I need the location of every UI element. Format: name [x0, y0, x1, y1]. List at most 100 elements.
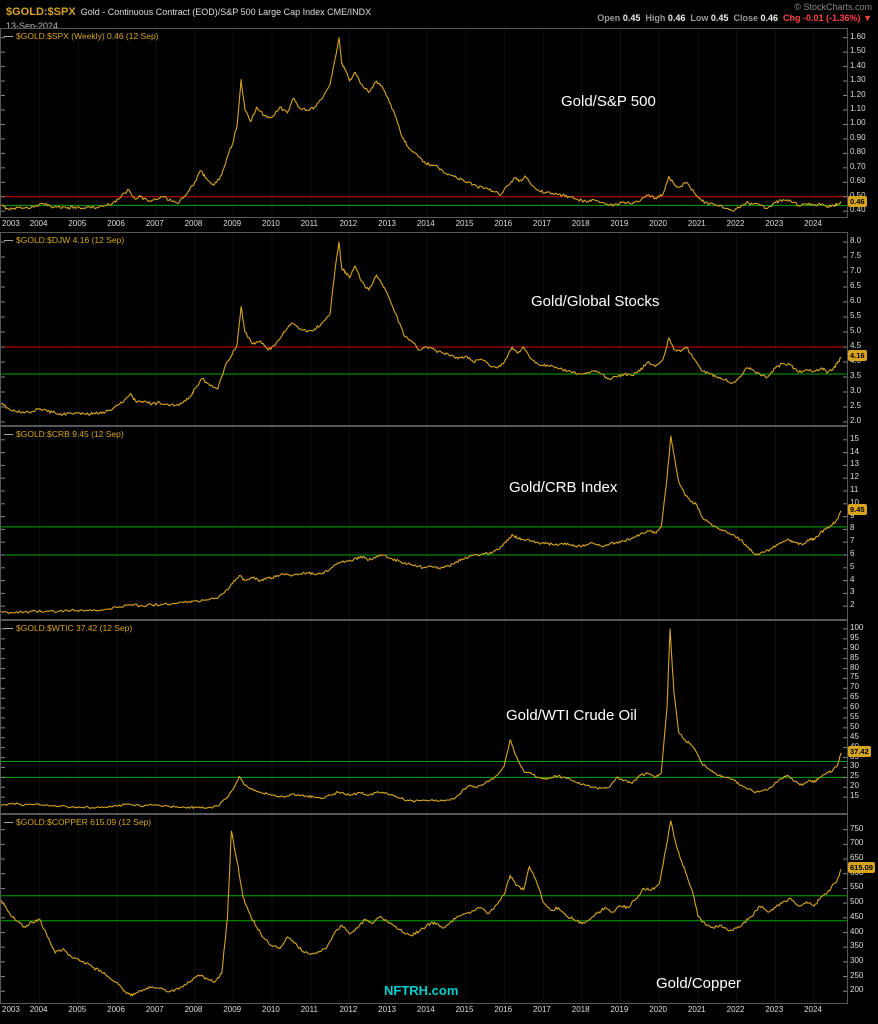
ratio-line-series: [1, 37, 842, 212]
x-tick-label: 2017: [533, 219, 551, 228]
legend-label: $GOLD:$CRB 9.45 (12 Sep): [16, 429, 124, 439]
high-value: 0.46: [667, 13, 686, 23]
panel-gold-copper: $GOLD:$COPPER 615.09 (12 Sep) Gold/Coppe…: [0, 814, 878, 1018]
chart-plot-gold-crb: $GOLD:$CRB 9.45 (12 Sep) Gold/CRB Index: [0, 426, 848, 620]
y-tick-label: 750: [850, 823, 864, 833]
y-tick-label: 450: [850, 911, 864, 921]
plot-wrap: $GOLD:$WTIC 37.42 (12 Sep) Gold/WTI Crud…: [0, 620, 878, 814]
chart-canvas: [1, 621, 847, 813]
y-tick-label: 400: [850, 926, 864, 936]
y-tick-label: 4.5: [850, 341, 862, 350]
y-tick-label: 30: [850, 761, 859, 771]
y-tick-label: 1.10: [850, 103, 866, 113]
chart-annotation: Gold/Copper: [656, 975, 742, 992]
y-tick-label: 2: [850, 600, 855, 610]
y-tick-label: 1.50: [850, 46, 866, 56]
chart-canvas: [1, 233, 847, 425]
y-tick-label: 13: [850, 459, 859, 469]
x-tick-label: 2012: [339, 1005, 358, 1014]
quote-line: Open 0.45 High 0.46 Low 0.45 Close 0.46 Chg …: [597, 13, 872, 23]
y-tick-label: 4: [850, 574, 855, 584]
chart-date: 13-Sep-2024: [6, 21, 59, 31]
y-tick-label: 10: [850, 497, 859, 507]
stockcharts-credit: © StockCharts.com: [794, 2, 872, 12]
y-tick-label: 3.5: [850, 371, 862, 380]
chart-annotation: Gold/Global Stocks: [531, 293, 660, 310]
ratio-line-series: [1, 628, 842, 809]
y-tick-label: 15: [850, 433, 859, 443]
symbol-description: Gold - Continuous Contract (EOD)/S&P 500…: [80, 7, 372, 17]
x-axis-labels: 2003 2004 2005 2006 2007 2008 2009 2010 2011 2012…: [0, 218, 848, 232]
chart-annotation: Gold/S&P 500: [561, 93, 656, 110]
x-tick-label: 2004: [29, 1005, 48, 1014]
y-tick-label: 15: [850, 791, 859, 801]
y-tick-label: 1.30: [850, 75, 866, 85]
y-tick-label: 700: [850, 838, 864, 848]
x-tick-label: 2015: [455, 219, 474, 228]
panel-gold-crb: $GOLD:$CRB 9.45 (12 Sep) Gold/CRB Index …: [0, 426, 878, 620]
symbol-ticker: $GOLD:$SPX: [6, 6, 76, 18]
y-tick-label: 7.0: [850, 266, 862, 275]
y-tick-label: 2.5: [850, 401, 862, 410]
x-tick-label: 2011: [300, 1005, 318, 1014]
chart-plot-gold-spx: $GOLD:$SPX (Weekly) 0.46 (12 Sep) Gold/S…: [0, 28, 848, 218]
chart-plot-gold-djw: $GOLD:$DJW 4.16 (12 Sep) Gold/Global Sto…: [0, 232, 848, 426]
legend-dash-icon: [4, 821, 13, 823]
x-tick-label: 2024: [804, 1005, 822, 1014]
x-tick-label: 2018: [571, 219, 590, 228]
x-tick-label: 2024: [804, 219, 822, 228]
ratio-line-series: [1, 820, 842, 997]
x-tick-label: 2016: [494, 1005, 513, 1014]
chart-legend: $GOLD:$WTIC 37.42 (12 Sep): [4, 623, 132, 633]
chart-legend: $GOLD:$CRB 9.45 (12 Sep): [4, 429, 124, 439]
x-tick-label: 2004: [29, 219, 48, 228]
chart-plot-gold-copper: $GOLD:$COPPER 615.09 (12 Sep) Gold/Coppe…: [0, 814, 848, 1004]
y-tick-label: 85: [850, 652, 859, 662]
x-tick-label: 2013: [378, 219, 396, 228]
y-tick-label: 650: [850, 853, 864, 863]
x-tick-label: 2022: [726, 219, 745, 228]
y-tick-label: 1.00: [850, 118, 866, 128]
y-tick-label: 2.0: [850, 416, 862, 425]
x-tick-label: 2007: [145, 1005, 164, 1014]
y-tick-label: 550: [850, 882, 864, 892]
y-axis-labels: 615.09 200250300350400450500550600650700…: [848, 814, 878, 1004]
legend-label: $GOLD:$WTIC 37.42 (12 Sep): [16, 623, 133, 633]
x-tick-label: 2009: [223, 1005, 242, 1014]
plot-wrap: $GOLD:$COPPER 615.09 (12 Sep) Gold/Coppe…: [0, 814, 878, 1004]
low-label: Low: [690, 13, 709, 23]
last-price-tag: 37.42: [848, 745, 871, 757]
last-price-tag: 4.16: [848, 350, 867, 362]
x-tick-label: 2013: [378, 1005, 396, 1014]
legend-label: $GOLD:$SPX (Weekly) 0.46 (12 Sep): [16, 31, 159, 41]
open-label: Open: [597, 13, 621, 23]
chart-canvas: [1, 427, 847, 619]
x-tick-label: 2010: [262, 1005, 280, 1014]
chart-canvas: [1, 815, 847, 1003]
x-tick-label: 2020: [649, 1005, 667, 1014]
y-tick-label: 5: [850, 561, 855, 571]
down-arrow-icon: ▼: [863, 13, 872, 23]
header-left: $GOLD:$SPX Gold - Continuous Contract (EO…: [6, 2, 371, 31]
y-axis-labels: 37.42 1520253035404550556065707580859095…: [848, 620, 878, 814]
y-tick-label: 1.20: [850, 89, 866, 99]
legend-dash-icon: [4, 433, 13, 435]
x-tick-label: 2020: [649, 219, 667, 228]
y-tick-label: 14: [850, 446, 859, 456]
x-tick-label: 2007: [145, 219, 164, 228]
x-tick-label: 2021: [687, 219, 706, 228]
x-tick-label: 2017: [533, 1005, 551, 1014]
last-price-tag: 615.09: [848, 862, 875, 874]
last-price-tag: 9.45: [848, 503, 867, 515]
y-tick-label: 70: [850, 682, 859, 692]
chart-plot-gold-wtic: $GOLD:$WTIC 37.42 (12 Sep) Gold/WTI Crud…: [0, 620, 848, 814]
y-tick-label: 25: [850, 771, 859, 781]
y-axis-labels: 0.46 0.40 0.50 0.60 0.70 0.80 0.90 1.00 1.10 1.2…: [848, 28, 878, 218]
ratio-line-series: [1, 241, 842, 417]
y-tick-label: 95: [850, 632, 859, 642]
y-tick-label: 500: [850, 897, 864, 907]
y-tick-label: 20: [850, 781, 859, 791]
x-tick-label: 2015: [455, 1005, 474, 1014]
y-tick-label: 11: [850, 485, 859, 494]
low-value: 0.45: [710, 13, 729, 23]
